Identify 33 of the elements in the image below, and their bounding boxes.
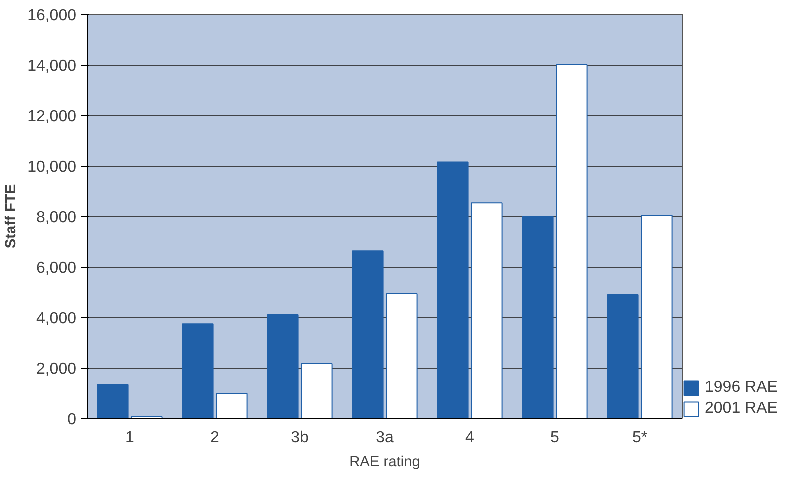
x-tick-label: 2	[210, 430, 220, 446]
y-tick-label: 4,000	[36, 310, 77, 328]
y-tick-label: 16,000	[28, 8, 77, 24]
bar	[641, 214, 673, 418]
legend-label: 1996 RAE	[705, 379, 778, 397]
x-tick-label: 3b	[291, 430, 309, 446]
y-tick-label: 14,000	[28, 58, 77, 75]
bar	[607, 294, 639, 418]
y-tick-label: 0	[68, 412, 77, 428]
y-axis-title: Staff FTE	[4, 184, 20, 249]
bar	[471, 202, 503, 418]
x-tick-label: 1	[126, 430, 135, 446]
bar	[352, 250, 384, 418]
bar	[97, 384, 129, 418]
x-tick-label: 5*	[632, 430, 648, 446]
y-tick-label: 6,000	[36, 260, 77, 277]
bar	[556, 64, 588, 418]
bar	[216, 393, 248, 418]
y-tick-label: 8,000	[36, 210, 77, 226]
x-axis-title: RAE rating	[350, 454, 420, 470]
bar	[522, 216, 554, 418]
bar	[386, 294, 418, 418]
bar	[182, 324, 214, 418]
x-tick-label: 3a	[376, 430, 394, 446]
bar	[301, 363, 333, 418]
y-tick-label: 12,000	[28, 108, 77, 126]
x-tick-label: 5	[550, 430, 560, 446]
bar	[267, 314, 299, 418]
bar	[437, 162, 469, 418]
legend-label: 2001 RAE	[705, 400, 778, 418]
y-tick-label: 2,000	[36, 361, 77, 378]
y-tick-label: 10,000	[28, 159, 77, 176]
x-tick-label: 4	[466, 430, 475, 446]
